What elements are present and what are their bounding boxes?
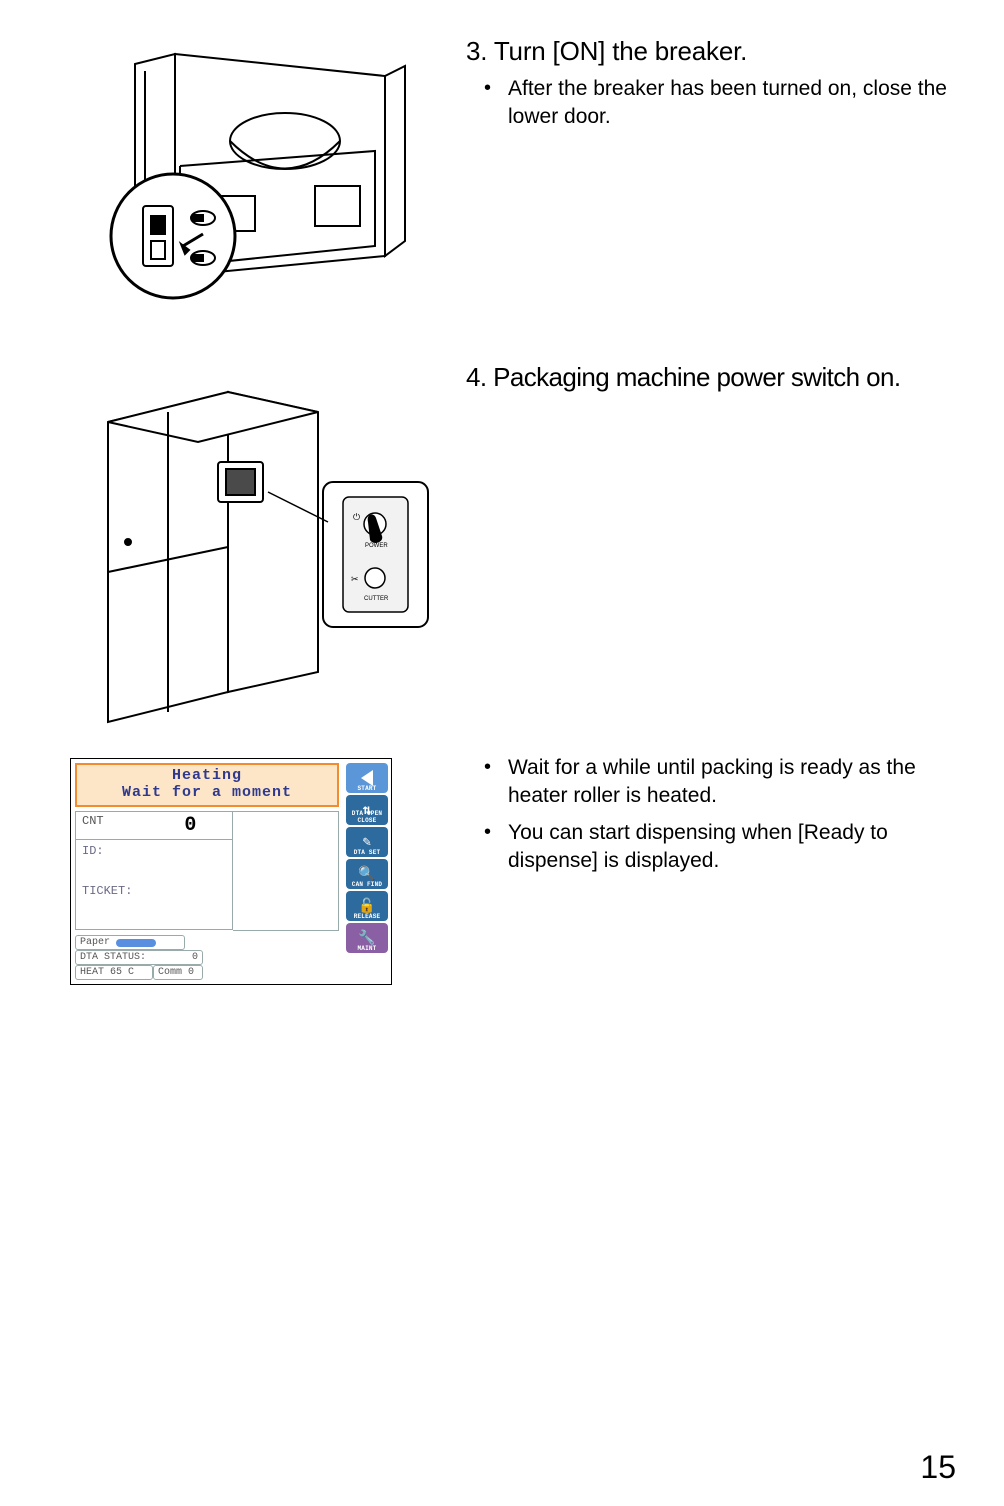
- power-switch-illustration: ⏻ POWER ✂ CUTTER: [68, 372, 433, 732]
- page-number: 15: [920, 1449, 956, 1486]
- id-label: ID:: [82, 844, 226, 858]
- paper-bar: [116, 939, 156, 947]
- maint-icon: 🔧: [358, 930, 376, 947]
- heating-bullet-2: You can start dispensing when [Ready to …: [508, 819, 964, 876]
- power-label: POWER: [365, 543, 388, 549]
- breaker-illustration-col: [40, 36, 460, 356]
- can-find-icon: 🔍: [358, 866, 376, 883]
- heat-box: HEAT 65 C: [75, 965, 153, 980]
- heating-mid-row: CNT 0 ID: TICKET:: [75, 811, 339, 931]
- step-3-bullet-1: After the breaker has been turned on, cl…: [508, 75, 964, 132]
- cnt-label: CNT: [82, 814, 104, 837]
- play-icon: [361, 770, 373, 786]
- svg-text:✂: ✂: [351, 574, 359, 584]
- release-button[interactable]: 🔓 RELEASE: [346, 891, 388, 921]
- id-ticket-box: ID: TICKET:: [75, 840, 233, 930]
- cnt-box: CNT 0: [75, 811, 233, 840]
- paper-box: Paper: [75, 935, 185, 950]
- dta-set-label: DTA SET: [346, 849, 388, 856]
- heating-screen-row: Heating Wait for a moment CNT 0 ID: TICK…: [40, 748, 964, 1048]
- maint-button[interactable]: 🔧 MAINT: [346, 923, 388, 953]
- paper-label: Paper: [80, 937, 110, 948]
- heating-side-buttons: START ⇅ DTA OPEN CLOSE ✎ DTA SET 🔍 CAN F…: [343, 759, 391, 984]
- step-4-row: ⏻ POWER ✂ CUTTER 4. Packaging machine po…: [40, 362, 964, 742]
- maint-label: MAINT: [346, 945, 388, 952]
- cnt-value: 0: [184, 814, 196, 837]
- comm-box: Comm 0: [153, 965, 203, 980]
- heating-screen: Heating Wait for a moment CNT 0 ID: TICK…: [70, 758, 392, 985]
- step-3-heading: 3. Turn [ON] the breaker.: [466, 36, 964, 67]
- can-find-label: CAN FIND: [346, 881, 388, 888]
- heating-bullet-1: Wait for a while until packing is ready …: [508, 754, 964, 811]
- svg-text:⏻: ⏻: [353, 512, 360, 522]
- step-4-heading: 4. Packaging machine power switch on.: [466, 362, 964, 393]
- dta-oc-label: DTA OPEN CLOSE: [346, 810, 388, 824]
- heating-screen-main: Heating Wait for a moment CNT 0 ID: TICK…: [71, 759, 343, 984]
- heating-banner: Heating Wait for a moment: [75, 763, 339, 807]
- dta-set-icon: ✎: [363, 834, 372, 851]
- release-label: RELEASE: [346, 913, 388, 920]
- step-3-text: 3. Turn [ON] the breaker. After the brea…: [460, 36, 964, 356]
- heating-text: Wait for a while until packing is ready …: [460, 748, 964, 1048]
- dta-status-box: DTA STATUS: 0: [75, 950, 203, 965]
- dta-open-close-button[interactable]: ⇅ DTA OPEN CLOSE: [346, 795, 388, 825]
- heating-banner-line2: Wait for a moment: [79, 784, 335, 801]
- step-3-bullets: After the breaker has been turned on, cl…: [466, 75, 964, 132]
- dta-status-label: DTA STATUS:: [80, 952, 146, 963]
- ticket-label: TICKET:: [82, 884, 226, 898]
- start-label: START: [346, 785, 388, 792]
- dta-status-value: 0: [192, 952, 198, 963]
- heating-bullets: Wait for a while until packing is ready …: [466, 754, 964, 875]
- heat-comm-row: HEAT 65 C Comm 0: [75, 965, 339, 980]
- start-button[interactable]: START: [346, 763, 388, 793]
- cutter-label: CUTTER: [364, 596, 389, 602]
- heating-bottom: Paper DTA STATUS: 0 HEAT 65 C Comm 0: [75, 935, 339, 980]
- can-find-button[interactable]: 🔍 CAN FIND: [346, 859, 388, 889]
- heating-screen-col: Heating Wait for a moment CNT 0 ID: TICK…: [40, 748, 460, 1048]
- heating-mid-left: CNT 0 ID: TICKET:: [75, 811, 233, 931]
- step-4-text: 4. Packaging machine power switch on.: [460, 362, 964, 742]
- power-switch-illustration-col: ⏻ POWER ✂ CUTTER: [40, 362, 460, 742]
- breaker-illustration: [85, 46, 415, 316]
- heating-mid-right: [233, 811, 339, 931]
- step-3-row: 3. Turn [ON] the breaker. After the brea…: [40, 36, 964, 356]
- dta-set-button[interactable]: ✎ DTA SET: [346, 827, 388, 857]
- release-icon: 🔓: [358, 898, 376, 915]
- status-row: DTA STATUS: 0: [75, 950, 339, 965]
- heating-banner-line1: Heating: [79, 767, 335, 784]
